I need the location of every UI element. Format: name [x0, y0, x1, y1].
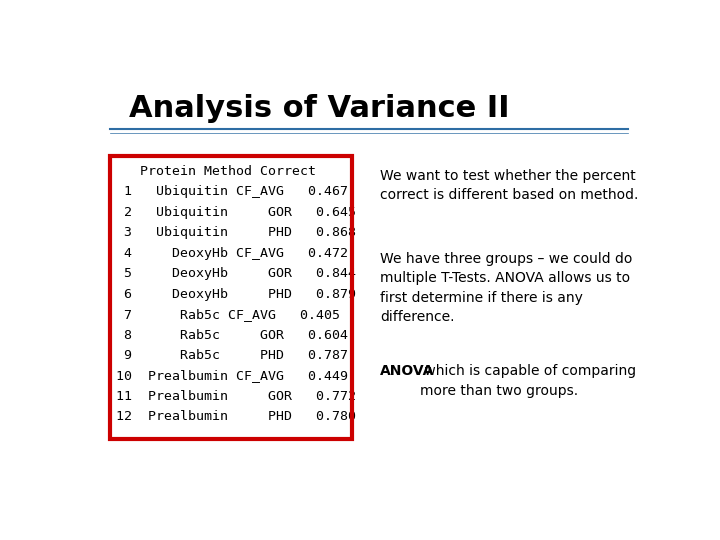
Text: 9      Rab5c     PHD   0.787: 9 Rab5c PHD 0.787 — [116, 349, 348, 362]
Text: Protein Method Correct: Protein Method Correct — [116, 165, 316, 178]
Text: 6     DeoxyHb     PHD   0.879: 6 DeoxyHb PHD 0.879 — [116, 287, 356, 301]
Text: 12  Prealbumin     PHD   0.780: 12 Prealbumin PHD 0.780 — [116, 410, 356, 423]
Text: 7      Rab5c CF_AVG   0.405: 7 Rab5c CF_AVG 0.405 — [116, 308, 341, 321]
Text: 4     DeoxyHb CF_AVG   0.472: 4 DeoxyHb CF_AVG 0.472 — [116, 247, 348, 260]
Text: ANOVA: ANOVA — [380, 364, 435, 378]
Text: 11  Prealbumin     GOR   0.772: 11 Prealbumin GOR 0.772 — [116, 390, 356, 403]
Text: which is capable of comparing
more than two groups.: which is capable of comparing more than … — [420, 364, 636, 397]
Text: Trinity College Dublin, The University of Dublin: Trinity College Dublin, The University o… — [36, 517, 297, 528]
Text: We have three groups – we could do
multiple T-Tests. ANOVA allows us to
first de: We have three groups – we could do multi… — [380, 252, 633, 325]
Text: We want to test whether the percent
correct is different based on method.: We want to test whether the percent corr… — [380, 168, 639, 202]
Text: 1   Ubiquitin CF_AVG   0.467: 1 Ubiquitin CF_AVG 0.467 — [116, 185, 348, 198]
Text: 8      Rab5c     GOR   0.604: 8 Rab5c GOR 0.604 — [116, 328, 348, 341]
Text: 2   Ubiquitin     GOR   0.645: 2 Ubiquitin GOR 0.645 — [116, 206, 356, 219]
Text: 3   Ubiquitin     PHD   0.868: 3 Ubiquitin PHD 0.868 — [116, 226, 356, 239]
Text: Analysis of Variance II: Analysis of Variance II — [129, 94, 510, 123]
Text: 5     DeoxyHb     GOR   0.844: 5 DeoxyHb GOR 0.844 — [116, 267, 356, 280]
Text: 10  Prealbumin CF_AVG   0.449: 10 Prealbumin CF_AVG 0.449 — [116, 369, 348, 382]
